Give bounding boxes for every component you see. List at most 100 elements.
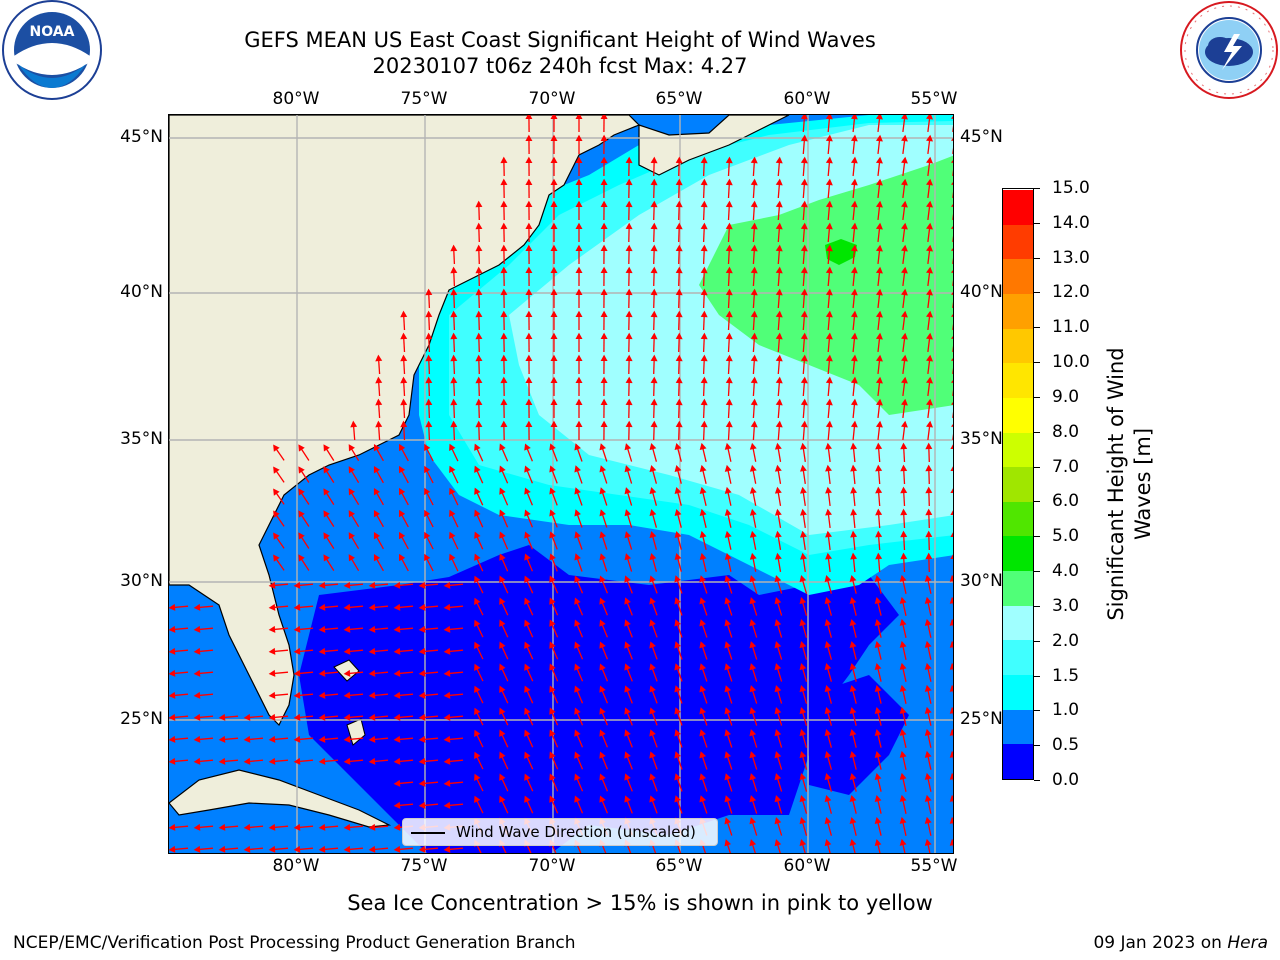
wind-arrow-head [499, 509, 506, 517]
wind-arrow-head [700, 156, 708, 164]
wind-arrow-head [575, 332, 583, 340]
wind-arrow-head [901, 266, 908, 274]
wind-arrow-head [474, 465, 481, 473]
wind-arrow-head [373, 532, 381, 540]
wind-arrow-head [800, 508, 807, 516]
wind-arrow-head [650, 332, 658, 340]
wind-arrow-head [550, 420, 558, 428]
wind-arrow-head [874, 640, 882, 648]
wind-arrow-head [343, 713, 351, 721]
wind-arrow-head [901, 134, 908, 142]
wind-arrow-head [624, 729, 631, 737]
wind-arrow-head [293, 691, 301, 699]
wind-arrow-head [749, 817, 757, 825]
wind-arrow-head [824, 794, 832, 803]
wind-arrow-head [749, 795, 757, 803]
wind-arrow-head [474, 487, 481, 495]
wind-arrow-head [574, 795, 581, 803]
wind-arrow-head [825, 115, 833, 120]
wind-arrow-head [849, 795, 857, 803]
wind-arrow-head [443, 757, 451, 765]
wind-arrow-head [924, 662, 932, 670]
wind-arrow-head [499, 751, 506, 759]
wind-arrow-head [500, 178, 508, 186]
nws-logo [1180, 1, 1278, 99]
wind-arrow-head [901, 200, 908, 208]
colorbar-tick-label: 1.0 [1052, 700, 1080, 721]
wind-arrow-head [849, 575, 857, 583]
wind-arrow-head [749, 619, 757, 627]
wind-arrow-head [924, 750, 932, 758]
wind-arrow-head [899, 618, 907, 626]
wind-arrow-head [749, 508, 757, 516]
wind-arrow-head [443, 647, 451, 655]
wind-arrow-head [849, 641, 857, 649]
wind-arrow-head [499, 575, 506, 583]
wind-arrow-head [849, 597, 857, 605]
wind-arrow-head [926, 398, 934, 406]
lon-tick-bottom: 65°W [655, 856, 703, 876]
wind-arrow-head [774, 795, 782, 803]
wind-arrow-head [499, 443, 506, 451]
wind-arrow-head [343, 669, 351, 677]
wind-arrow-head [399, 487, 406, 496]
wind-arrow-head [951, 269, 953, 273]
wind-arrow-head [550, 115, 558, 120]
wind-arrow-head [499, 531, 506, 539]
wind-arrow-head [375, 398, 383, 406]
wind-arrow-head [875, 222, 883, 230]
wind-arrow-head [774, 707, 782, 715]
wind-arrow-head [624, 795, 631, 803]
wind-arrow-head [674, 729, 681, 737]
wind-arrow-head [825, 200, 833, 208]
wave-band-0-0.5 [299, 545, 899, 853]
wind-arrow-head [169, 845, 176, 853]
wind-arrow-head [699, 442, 707, 450]
colorbar-tick-label: 12.0 [1052, 282, 1090, 303]
wind-arrow-head [725, 398, 733, 406]
wind-arrow-head [774, 597, 782, 605]
wind-arrow-head [549, 509, 556, 517]
wind-arrow-head [949, 706, 953, 714]
wind-arrow-head [649, 509, 657, 517]
wind-arrow-head [549, 531, 556, 539]
wind-arrow-head [549, 707, 556, 715]
wind-arrow-head [725, 200, 733, 208]
wind-arrow-head [749, 641, 757, 649]
colorbar-tick-label: 0.0 [1052, 770, 1080, 790]
colorbar-tick-mark [1034, 640, 1040, 642]
wind-arrow-head [649, 465, 657, 473]
wind-arrow-head [524, 795, 531, 803]
wind-arrow-head [393, 779, 401, 787]
wind-arrow-head [949, 772, 953, 780]
wind-arrow-head [549, 641, 556, 649]
wind-arrow-head [925, 464, 933, 472]
wind-arrow-head [799, 684, 807, 693]
wind-arrow-head [775, 178, 783, 186]
wind-arrow-head [524, 597, 531, 605]
wind-arrow-head [926, 134, 934, 142]
wind-arrow-head [750, 288, 758, 296]
wind-arrow-head [951, 313, 953, 317]
wind-arrow-head [599, 795, 606, 803]
colorbar-segment [1003, 501, 1033, 537]
wind-arrow-head [750, 332, 758, 340]
colorbar-segment [1003, 743, 1033, 779]
legend-line-swatch [411, 832, 445, 834]
colorbar-tick-mark [1034, 188, 1040, 189]
wind-arrow-head [951, 203, 953, 207]
wind-arrow-head [674, 531, 682, 538]
wind-arrow-head [499, 597, 506, 605]
wind-arrow-head [874, 684, 882, 692]
wind-arrow-head [169, 713, 176, 721]
wind-arrow-head [169, 757, 176, 765]
wind-arrow-head [874, 574, 882, 582]
wind-arrow-head [949, 838, 953, 846]
wind-arrow-head [524, 773, 531, 781]
wind-arrow-head [650, 354, 658, 362]
graticule [169, 115, 953, 853]
colorbar-segment [1003, 224, 1033, 260]
wind-arrow-head [625, 376, 633, 384]
wind-arrow-head [824, 772, 832, 781]
wind-arrow-head [724, 641, 732, 649]
